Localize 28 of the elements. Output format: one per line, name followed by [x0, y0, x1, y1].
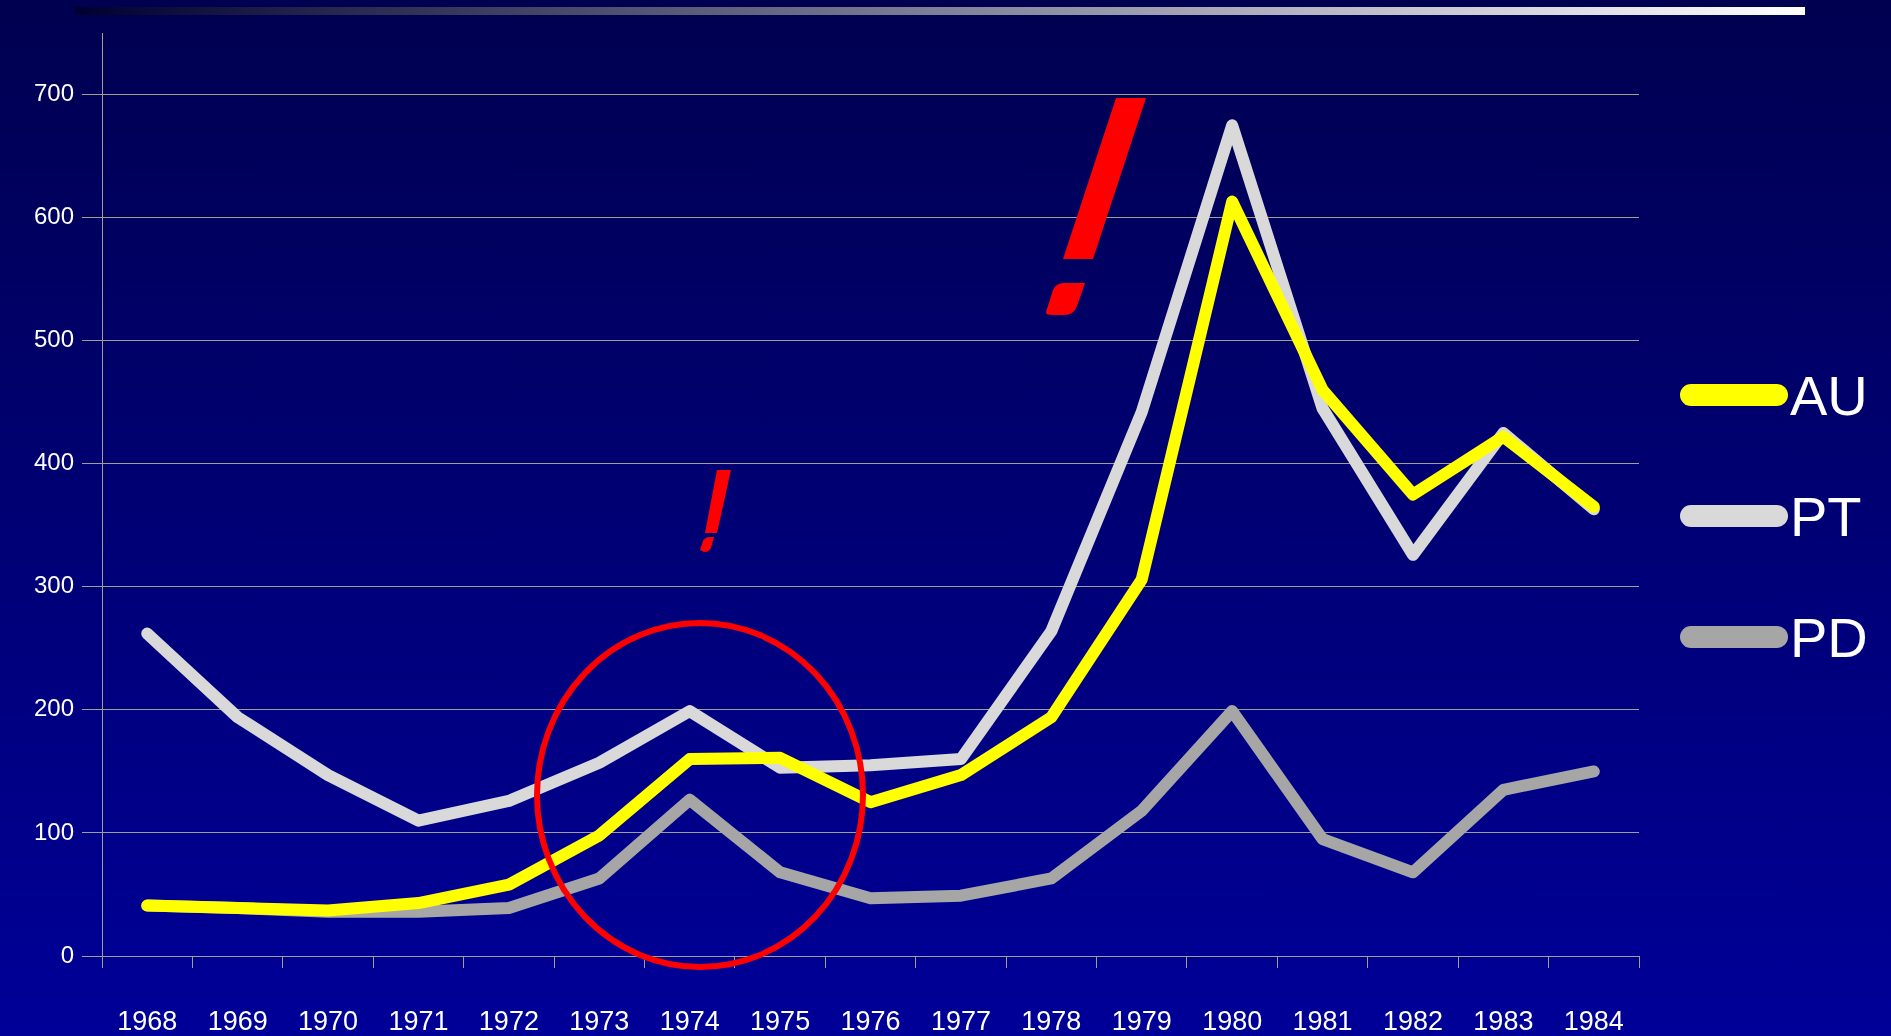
y-tick-label: 500	[34, 325, 75, 353]
y-tick-label: 0	[60, 940, 75, 968]
y-tick-label: 200	[34, 694, 75, 722]
legend-label: PD	[1790, 604, 1868, 670]
x-tick-label: 1983	[1473, 1005, 1534, 1036]
legend-label: PT	[1790, 483, 1862, 549]
y-tick-label: 600	[34, 202, 75, 230]
x-tick-label: 1979	[1111, 1005, 1172, 1036]
x-tick-label: 1977	[930, 1005, 991, 1036]
x-tick-label: 1974	[659, 1005, 720, 1036]
y-tick-label: 700	[34, 79, 75, 107]
x-tick-label: 1980	[1202, 1005, 1263, 1036]
x-tick-label: 1972	[478, 1005, 539, 1036]
x-tick-label: 1969	[207, 1005, 268, 1036]
x-tick-label: 1981	[1292, 1005, 1353, 1036]
legend-label: AU	[1790, 362, 1868, 428]
x-tick-label: 1978	[1021, 1005, 1082, 1036]
x-tick-label: 1971	[388, 1005, 449, 1036]
x-tick-label: 1968	[117, 1005, 178, 1036]
x-tick-label: 1973	[569, 1005, 630, 1036]
y-tick-label: 300	[34, 571, 75, 599]
y-tick-label: 100	[34, 817, 75, 845]
x-tick-label: 1976	[840, 1005, 901, 1036]
x-tick-label: 1970	[298, 1005, 359, 1036]
x-tick-label: 1982	[1382, 1005, 1444, 1036]
x-tick-label: 1975	[750, 1005, 811, 1036]
x-tick-label: 1984	[1563, 1005, 1624, 1036]
y-tick-label: 400	[34, 448, 75, 476]
